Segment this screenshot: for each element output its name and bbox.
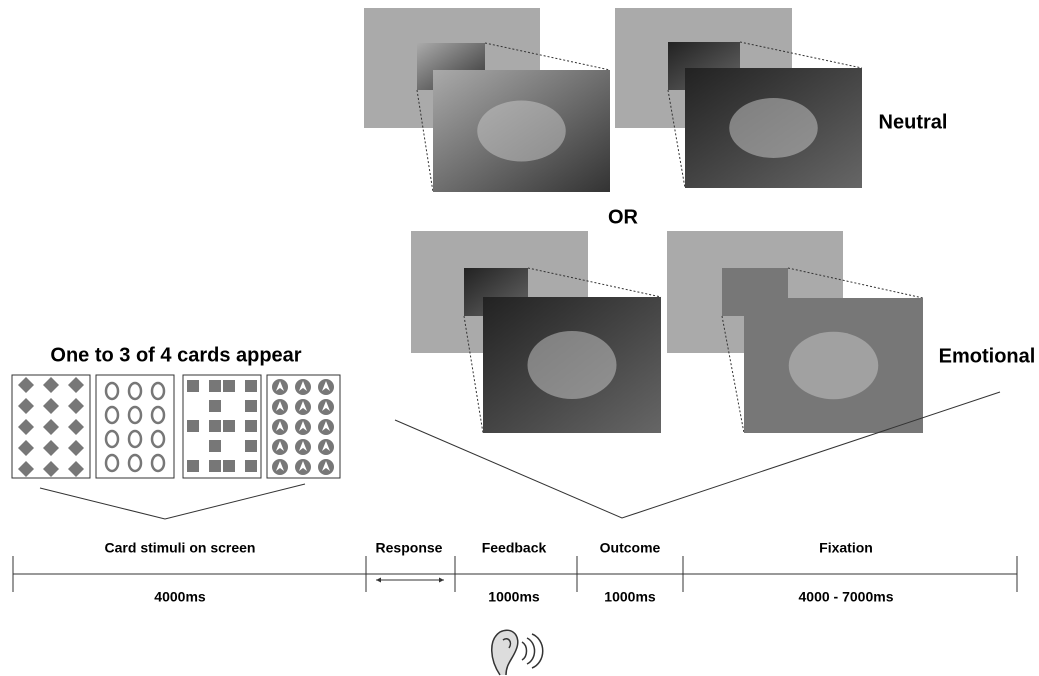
zoom-line xyxy=(739,41,863,69)
arrow-symbol xyxy=(276,381,284,391)
square xyxy=(223,420,235,432)
diamond xyxy=(43,398,59,414)
square xyxy=(187,380,199,392)
diamond xyxy=(18,377,34,393)
circle-symbol xyxy=(150,453,166,473)
square xyxy=(245,400,257,412)
phase-duration: 1000ms xyxy=(604,589,656,605)
photo-subject xyxy=(477,100,566,162)
arrow-symbol xyxy=(276,461,284,471)
square xyxy=(245,380,257,392)
phase-label: Fixation xyxy=(819,540,873,556)
arrow-symbol xyxy=(322,461,330,471)
circle-symbol xyxy=(150,429,166,449)
diamond xyxy=(43,419,59,435)
arrow-symbol xyxy=(276,421,284,431)
circle-symbol xyxy=(127,405,143,425)
square xyxy=(245,460,257,472)
arrow-symbol xyxy=(299,461,307,471)
circle-symbol xyxy=(127,453,143,473)
phase-label: Response xyxy=(376,540,443,556)
circle-symbol xyxy=(104,453,120,473)
phase-duration: 1000ms xyxy=(488,589,540,605)
photo-subject xyxy=(527,331,617,399)
diamond xyxy=(68,398,84,414)
diamond xyxy=(18,440,34,456)
stimuli-bracket xyxy=(394,391,1001,519)
ear-icon xyxy=(491,629,544,676)
circle-symbol xyxy=(150,381,166,401)
photo-subject xyxy=(788,331,879,400)
arrow-symbol xyxy=(322,381,330,391)
square xyxy=(223,380,235,392)
square xyxy=(187,420,199,432)
photo-subject xyxy=(729,98,818,158)
diamond xyxy=(18,461,34,477)
square xyxy=(209,400,221,412)
square xyxy=(223,460,235,472)
arrow-symbol xyxy=(299,441,307,451)
arrow-symbol xyxy=(322,421,330,431)
arrow-symbol xyxy=(299,421,307,431)
square xyxy=(209,420,221,432)
square xyxy=(209,460,221,472)
arrow-symbol xyxy=(322,401,330,411)
neutral-label: Neutral xyxy=(879,111,948,133)
circle-symbol xyxy=(104,381,120,401)
card xyxy=(95,374,175,479)
diamond xyxy=(68,461,84,477)
arrow-symbol xyxy=(276,441,284,451)
zoom-line xyxy=(787,267,924,299)
diamond xyxy=(68,377,84,393)
square xyxy=(209,380,221,392)
stimulus-screens xyxy=(364,8,924,434)
zoom-line xyxy=(416,89,434,193)
circle-symbol xyxy=(127,381,143,401)
emotional-label: Emotional xyxy=(939,345,1036,367)
diamond xyxy=(18,398,34,414)
arrow-symbol xyxy=(322,441,330,451)
diamond xyxy=(68,419,84,435)
arrow-symbol xyxy=(299,401,307,411)
phase-label: Outcome xyxy=(600,540,661,556)
zoom-line xyxy=(484,42,611,71)
phase-label: Card stimuli on screen xyxy=(105,540,256,556)
phase-duration: 4000 - 7000ms xyxy=(799,589,894,605)
circle-symbol xyxy=(104,429,120,449)
phase-duration: 4000ms xyxy=(154,589,206,605)
timeline xyxy=(12,556,1018,592)
zoom-line xyxy=(667,89,686,189)
circle-symbol xyxy=(150,405,166,425)
diamond xyxy=(18,419,34,435)
cards xyxy=(11,374,341,479)
square xyxy=(245,420,257,432)
diamond xyxy=(43,440,59,456)
cards-title: One to 3 of 4 cards appear xyxy=(50,344,301,366)
zoom-line xyxy=(527,267,662,298)
cards-bracket xyxy=(39,483,306,520)
circle-symbol xyxy=(127,429,143,449)
circle-symbol xyxy=(104,405,120,425)
diamond xyxy=(68,440,84,456)
square xyxy=(245,440,257,452)
arrow-symbol xyxy=(276,401,284,411)
arrow-symbol xyxy=(299,381,307,391)
square xyxy=(209,440,221,452)
diamond xyxy=(43,461,59,477)
square xyxy=(187,460,199,472)
phase-label: Feedback xyxy=(482,540,547,556)
or-label: OR xyxy=(608,206,639,228)
diamond xyxy=(43,377,59,393)
